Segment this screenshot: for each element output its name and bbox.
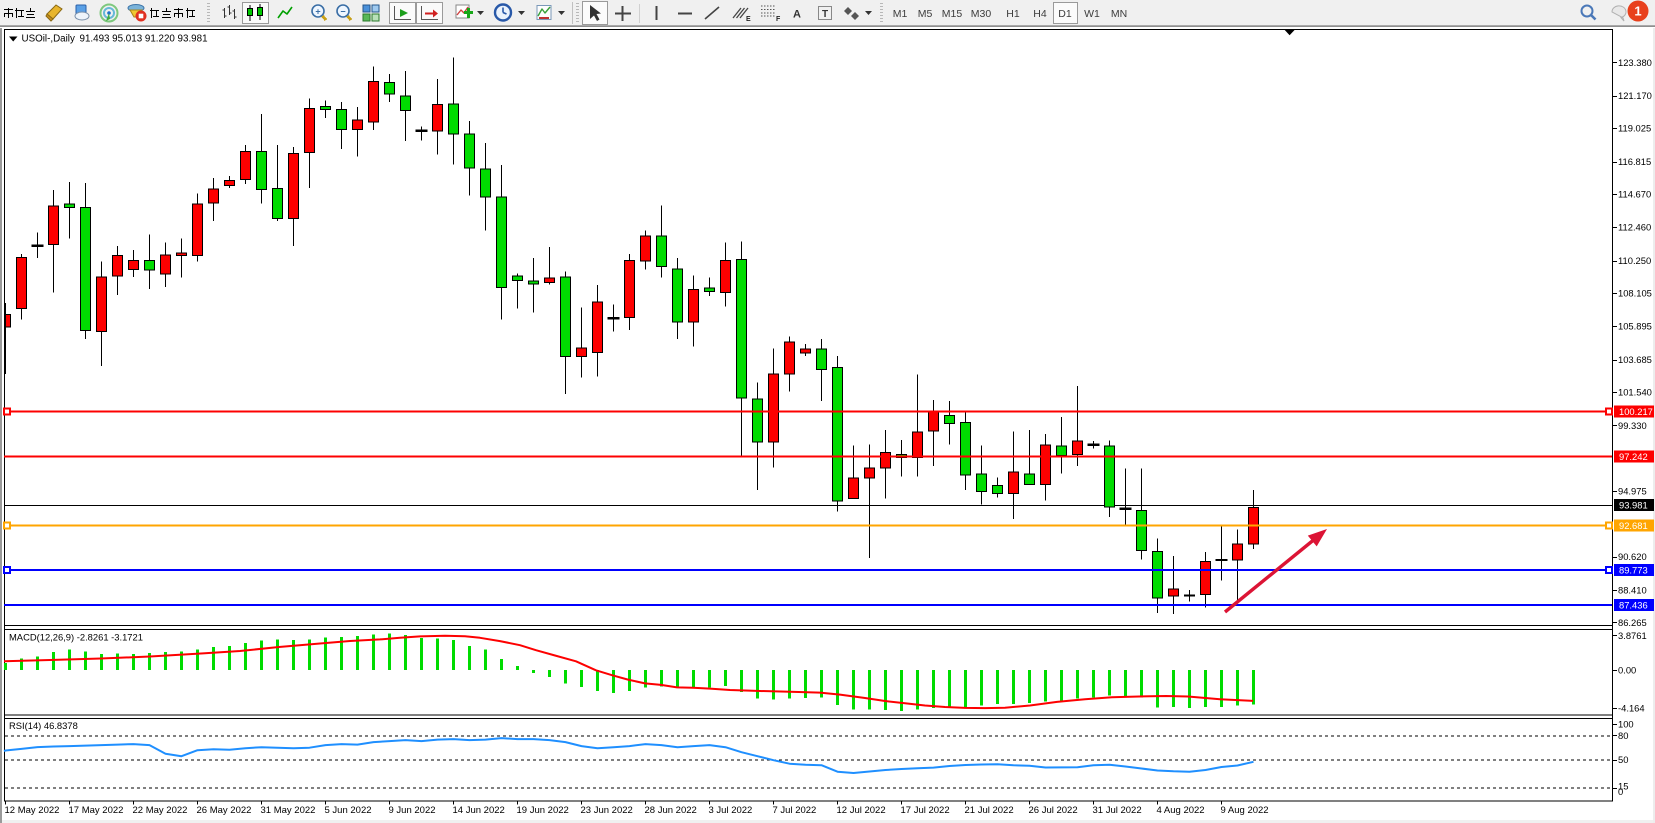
svg-text:91.493 95.013 91.220 93.981: 91.493 95.013 91.220 93.981 (80, 34, 208, 45)
svg-text:92.681: 92.681 (1619, 520, 1648, 531)
svg-text:86.265: 86.265 (1618, 617, 1647, 628)
svg-text:50: 50 (1618, 754, 1628, 765)
svg-text:MN: MN (1111, 8, 1127, 20)
svg-text:26 Jul 2022: 26 Jul 2022 (1029, 805, 1078, 816)
svg-text:RSI(14) 46.8378: RSI(14) 46.8378 (9, 720, 78, 731)
svg-text:0: 0 (1618, 786, 1623, 797)
svg-text:21 Jul 2022: 21 Jul 2022 (965, 805, 1014, 816)
svg-text:1: 1 (1634, 4, 1641, 19)
svg-text:105.895: 105.895 (1618, 321, 1652, 332)
svg-text:F: F (776, 16, 781, 23)
svg-text:114.670: 114.670 (1618, 188, 1651, 199)
svg-text:9 Jun 2022: 9 Jun 2022 (389, 805, 436, 816)
svg-text:23 Jun 2022: 23 Jun 2022 (581, 805, 633, 816)
svg-text:88.410: 88.410 (1618, 585, 1647, 596)
svg-text:28 Jun 2022: 28 Jun 2022 (645, 805, 697, 816)
svg-text:T: T (822, 9, 828, 20)
svg-text:M15: M15 (942, 8, 963, 20)
svg-text:3.8761: 3.8761 (1618, 630, 1647, 641)
svg-text:94.975: 94.975 (1618, 486, 1647, 497)
svg-text:USOil-,Daily: USOil-,Daily (22, 34, 75, 45)
svg-text:22 May 2022: 22 May 2022 (133, 805, 188, 816)
svg-text:5 Jun 2022: 5 Jun 2022 (325, 805, 372, 816)
svg-text:97.242: 97.242 (1619, 451, 1648, 462)
svg-text:4 Aug 2022: 4 Aug 2022 (1157, 805, 1205, 816)
svg-text:100: 100 (1618, 719, 1634, 730)
svg-text:17 Jul 2022: 17 Jul 2022 (901, 805, 950, 816)
svg-text:H4: H4 (1033, 8, 1047, 20)
svg-text:H1: H1 (1006, 8, 1020, 20)
svg-text:15: 15 (1618, 781, 1628, 792)
svg-text:110.250: 110.250 (1618, 255, 1651, 266)
svg-text:112.460: 112.460 (1618, 222, 1651, 233)
svg-text:+: + (315, 7, 320, 17)
svg-text:E: E (746, 16, 751, 23)
svg-text:121.170: 121.170 (1618, 90, 1652, 101)
svg-text:D1: D1 (1058, 8, 1072, 20)
svg-text:103.685: 103.685 (1618, 354, 1652, 365)
svg-text:99.330: 99.330 (1618, 420, 1647, 431)
svg-text:17 May 2022: 17 May 2022 (69, 805, 124, 816)
svg-text:31 Jul 2022: 31 Jul 2022 (1093, 805, 1142, 816)
svg-text:M1: M1 (893, 8, 908, 20)
svg-text:93.981: 93.981 (1619, 499, 1648, 510)
svg-text:MACD(12,26,9) -2.8261 -3.1721: MACD(12,26,9) -2.8261 -3.1721 (9, 631, 143, 642)
svg-text:90.620: 90.620 (1618, 551, 1647, 562)
svg-text:0.00: 0.00 (1618, 664, 1636, 675)
svg-text:87.436: 87.436 (1619, 599, 1648, 610)
svg-text:108.105: 108.105 (1618, 287, 1652, 298)
svg-text:3 Jul 2022: 3 Jul 2022 (709, 805, 753, 816)
svg-text:14 Jun 2022: 14 Jun 2022 (453, 805, 505, 816)
svg-text:123.380: 123.380 (1618, 57, 1652, 68)
svg-text:101.540: 101.540 (1618, 386, 1652, 397)
svg-text:7 Jul 2022: 7 Jul 2022 (773, 805, 817, 816)
svg-text:A: A (793, 9, 801, 21)
svg-text:M30: M30 (971, 8, 992, 20)
svg-text:19 Jun 2022: 19 Jun 2022 (517, 805, 569, 816)
svg-text:12 Jul 2022: 12 Jul 2022 (837, 805, 886, 816)
svg-text:119.025: 119.025 (1618, 123, 1651, 134)
svg-text:−: − (340, 7, 345, 17)
svg-text:M5: M5 (918, 8, 933, 20)
svg-text:-4.164: -4.164 (1618, 703, 1645, 714)
svg-text:100.217: 100.217 (1619, 406, 1653, 417)
svg-text:26 May 2022: 26 May 2022 (197, 805, 252, 816)
svg-text:9 Aug 2022: 9 Aug 2022 (1221, 805, 1269, 816)
svg-text:116.815: 116.815 (1618, 156, 1651, 167)
svg-text:31 May 2022: 31 May 2022 (261, 805, 316, 816)
svg-text:89.773: 89.773 (1619, 564, 1648, 575)
svg-text:80: 80 (1618, 730, 1628, 741)
svg-text:W1: W1 (1084, 8, 1100, 20)
svg-text:12 May 2022: 12 May 2022 (5, 805, 60, 816)
